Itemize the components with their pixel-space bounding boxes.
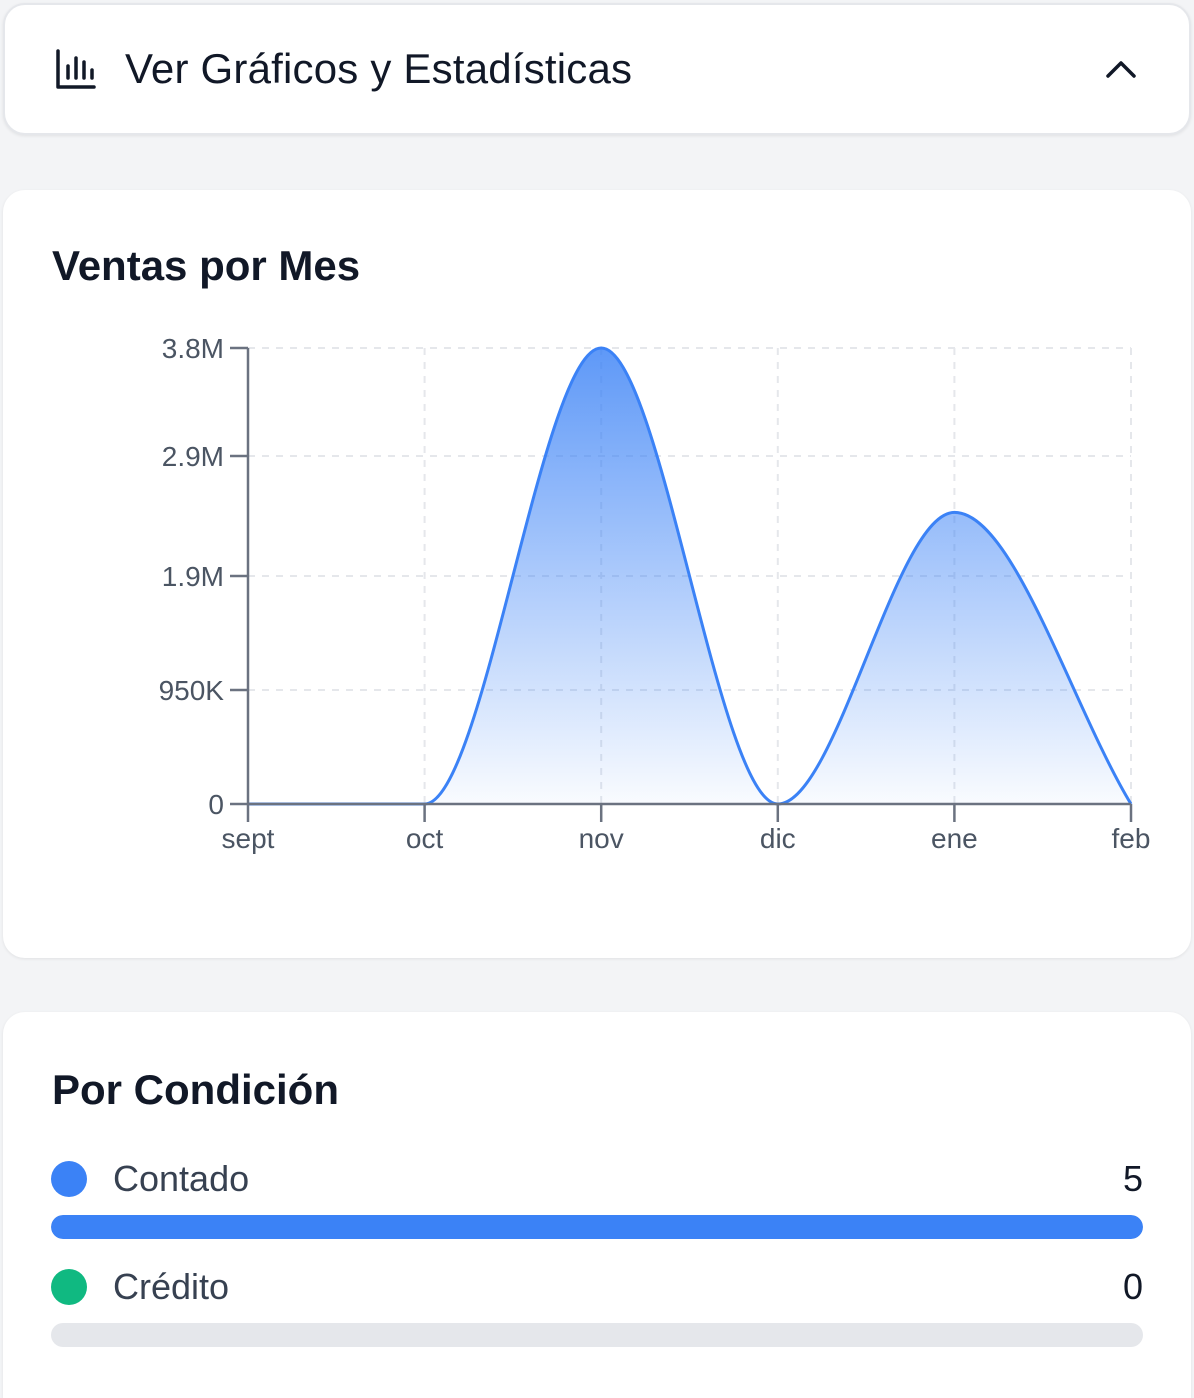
x-tick-label: oct bbox=[406, 823, 444, 854]
y-tick-label: 0 bbox=[208, 789, 224, 820]
condition-card: Por Condición Contado 5 Crédito 0 bbox=[3, 1012, 1191, 1398]
x-tick-label: nov bbox=[579, 823, 624, 854]
condition-row-contado: Contado 5 bbox=[51, 1158, 1143, 1199]
y-tick-label: 1.9M bbox=[162, 561, 224, 592]
condition-title: Por Condición bbox=[52, 1066, 339, 1113]
charts-toggle-title: Ver Gráficos y Estadísticas bbox=[125, 45, 633, 92]
condition-label: Contado bbox=[113, 1158, 250, 1199]
condition-count: 5 bbox=[1122, 1158, 1143, 1199]
sales-series-line bbox=[247, 346, 1133, 806]
chart-title: Ventas por Mes bbox=[52, 242, 361, 289]
condition-bar-fill-contado bbox=[51, 1215, 1143, 1239]
y-tick-label: 2.9M bbox=[162, 441, 224, 472]
condition-count: 0 bbox=[1122, 1266, 1143, 1307]
condition-bar-track bbox=[51, 1323, 1143, 1347]
x-tick-label: dic bbox=[760, 823, 796, 854]
x-tick-label: sept bbox=[222, 823, 275, 854]
contado-dot bbox=[51, 1161, 87, 1197]
y-tick-label: 3.8M bbox=[162, 333, 224, 364]
condition-bar-track bbox=[51, 1215, 1143, 1239]
sales-area-chart: 0 950K 1.9M 2.9M 3.8M sept oct nov dic ene feb bbox=[159, 333, 1151, 854]
x-tick-label: feb bbox=[1112, 823, 1151, 854]
chevron-up-icon[interactable] bbox=[1103, 51, 1139, 87]
x-tick-label: ene bbox=[931, 823, 978, 854]
y-tick-label: 950K bbox=[159, 675, 225, 706]
condition-row-credito: Crédito 0 bbox=[51, 1266, 1143, 1307]
credito-dot bbox=[51, 1269, 87, 1305]
sales-chart-card: Ventas por Mes 0 950K 1.9M 2.9M 3.8M sept oct n… bbox=[3, 190, 1191, 958]
charts-toggle-header[interactable]: Ver Gráficos y Estadísticas bbox=[3, 3, 1191, 135]
condition-label: Crédito bbox=[113, 1266, 230, 1307]
bar-chart-icon bbox=[55, 48, 97, 90]
